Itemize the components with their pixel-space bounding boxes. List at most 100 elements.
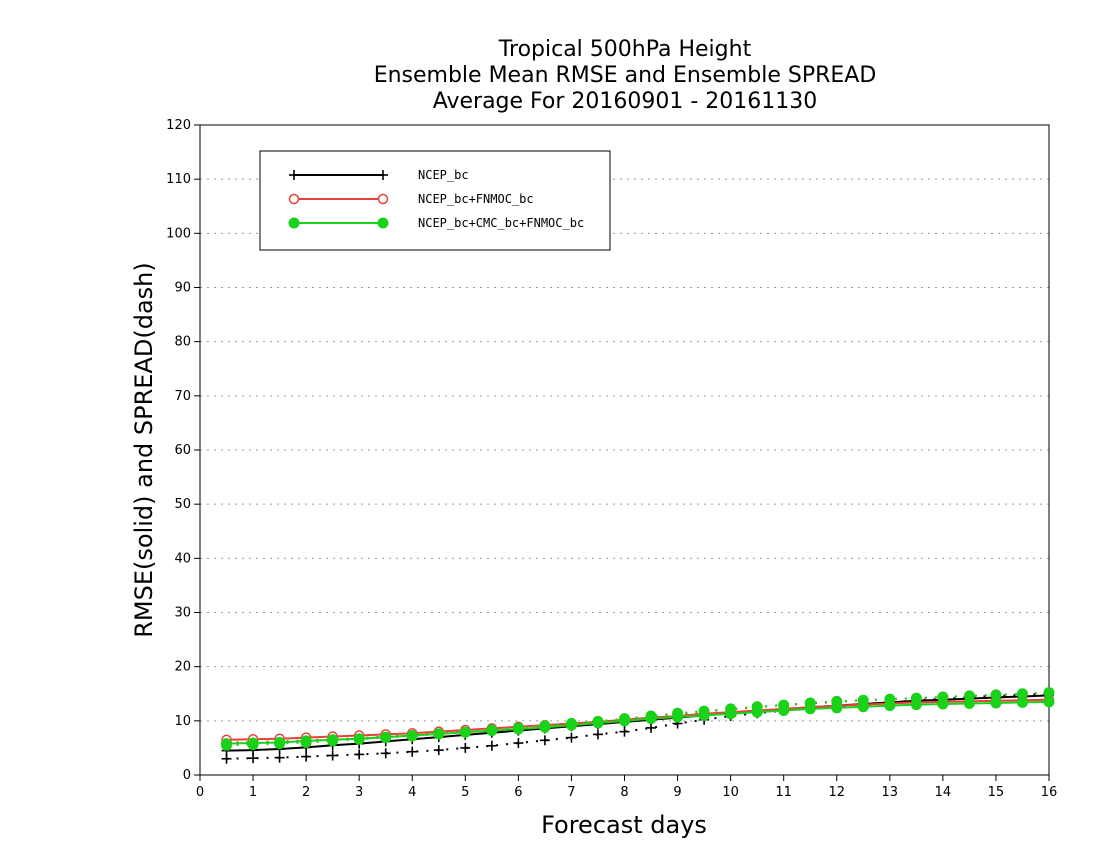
series-3-rmse-point: [937, 698, 949, 710]
x-tick-label: 4: [408, 785, 416, 800]
series-3-rmse-point: [406, 729, 418, 741]
x-tick-label: 9: [673, 785, 681, 800]
series-1-spread-point: [486, 740, 497, 751]
x-tick-label: 14: [935, 785, 952, 800]
legend-marker-end-3: [377, 217, 389, 229]
series-layer: [221, 687, 1055, 764]
x-tick-label: 15: [988, 785, 1005, 800]
series-1-spread-point: [460, 742, 471, 753]
series-3-rmse-point: [884, 700, 896, 712]
series-1-rmse: [221, 690, 1054, 756]
x-tick-label: 7: [567, 785, 575, 800]
series-2-spread: [221, 687, 1055, 748]
series-3-rmse-point: [698, 709, 710, 721]
legend-marker-start-1: [289, 170, 299, 180]
legend-marker-end-2: [377, 193, 389, 205]
series-3-rmse-point: [221, 738, 233, 750]
y-tick-label: 100: [166, 226, 191, 241]
series-3-rmse-point: [274, 737, 286, 748]
x-tick-label: 16: [1041, 785, 1058, 800]
x-tick-label: 1: [249, 785, 257, 800]
y-tick-label: 0: [183, 768, 191, 783]
series-3-spread-point: [1043, 687, 1055, 699]
series-3-rmse: [221, 696, 1055, 750]
x-tick-label: 10: [722, 785, 739, 800]
series-3-rmse-point: [459, 726, 471, 738]
x-axis-label: Forecast days: [541, 811, 707, 839]
series-3-rmse-point: [963, 698, 975, 709]
series-3-rmse-point: [804, 703, 816, 715]
chart-title-line-3: Average For 20160901 - 20161130: [432, 89, 818, 114]
series-3-rmse-point: [380, 731, 392, 743]
y-tick-label: 20: [174, 660, 191, 675]
series-1-spread-point: [619, 726, 630, 737]
series-1-spread-point: [301, 751, 312, 762]
x-tick-label: 13: [882, 785, 899, 800]
legend-label-2: NCEP_bc+FNMOC_bc: [418, 192, 534, 206]
legend-box: [259, 150, 611, 251]
series-1-spread-point: [592, 729, 603, 740]
series-3-rmse-point: [486, 725, 498, 737]
series-3-rmse-point: [857, 701, 869, 713]
series-3-rmse-point: [619, 715, 630, 727]
legend-marker-start-2: [288, 193, 300, 205]
series-1-spread-point: [566, 732, 577, 743]
series-3-rmse-point: [300, 735, 312, 747]
x-tick-label: 0: [196, 785, 204, 800]
legend-marker-end-1: [378, 170, 388, 180]
y-tick-label: 120: [166, 118, 191, 133]
series-3-rmse-point: [327, 734, 339, 746]
chart-title-line-1: Tropical 500hPa Height: [498, 37, 752, 62]
series-3-rmse-point: [1043, 696, 1055, 708]
y-axis-label: RMSE(solid) and SPREAD(dash): [130, 262, 158, 638]
y-tick-label: 30: [174, 606, 191, 621]
series-3-rmse-point: [512, 723, 524, 735]
legend-marker-start-3: [288, 217, 300, 229]
series-1-spread-point: [327, 750, 338, 761]
x-tick-label: 8: [620, 785, 628, 800]
series-3-rmse-point: [831, 702, 843, 714]
y-tick-label: 10: [174, 714, 191, 729]
x-tick-label: 6: [514, 785, 522, 800]
series-1-spread-point: [380, 748, 391, 759]
gridlines: [200, 178, 1049, 722]
x-tick-label: 3: [355, 785, 363, 800]
x-tick-label: 2: [302, 785, 310, 800]
series-3-rmse-point: [751, 706, 763, 718]
series-1-spread-point: [274, 752, 285, 763]
legend-label-1: NCEP_bc: [418, 168, 469, 182]
y-tick-label: 110: [166, 172, 191, 187]
series-3-rmse-point: [990, 697, 1002, 709]
series-3-rmse-point: [353, 733, 365, 745]
y-tick-label: 50: [174, 497, 191, 512]
series-3-rmse-point: [247, 737, 259, 749]
series-1-spread-point: [513, 738, 524, 749]
series-3-rmse-point: [778, 705, 790, 717]
series-3-rmse-point: [433, 728, 445, 740]
series-1-spread-point: [407, 746, 418, 757]
series-3-rmse-point: [910, 699, 922, 711]
chart-title-line-2: Ensemble Mean RMSE and Ensemble SPREAD: [373, 63, 877, 88]
series-3-rmse-point: [539, 721, 551, 733]
series-1-spread-point: [354, 749, 365, 760]
series-3-rmse-point: [672, 711, 684, 723]
y-tick-label: 70: [174, 389, 191, 404]
series-3-rmse-point: [592, 717, 604, 729]
series-1-spread-point: [539, 735, 550, 746]
series-3-rmse-point: [565, 719, 577, 731]
y-tick-label: 60: [174, 443, 191, 458]
series-3-rmse-point: [645, 713, 657, 725]
legend: NCEP_bc NCEP_bc+FNMOC_bc NCEP_bc+CMC_bc+FN…: [259, 150, 611, 251]
legend-label-3: NCEP_bc+CMC_bc+FNMOC_bc: [418, 216, 584, 230]
series-3-rmse-point: [725, 708, 737, 720]
x-tick-label: 11: [775, 785, 792, 800]
x-tick-label: 12: [828, 785, 845, 800]
series-1-spread-point: [433, 745, 444, 756]
series-3-rmse-point: [1016, 696, 1028, 708]
y-tick-label: 40: [174, 551, 191, 566]
x-tick-label: 5: [461, 785, 469, 800]
y-tick-label: 80: [174, 335, 191, 350]
y-tick-label: 90: [174, 281, 191, 296]
